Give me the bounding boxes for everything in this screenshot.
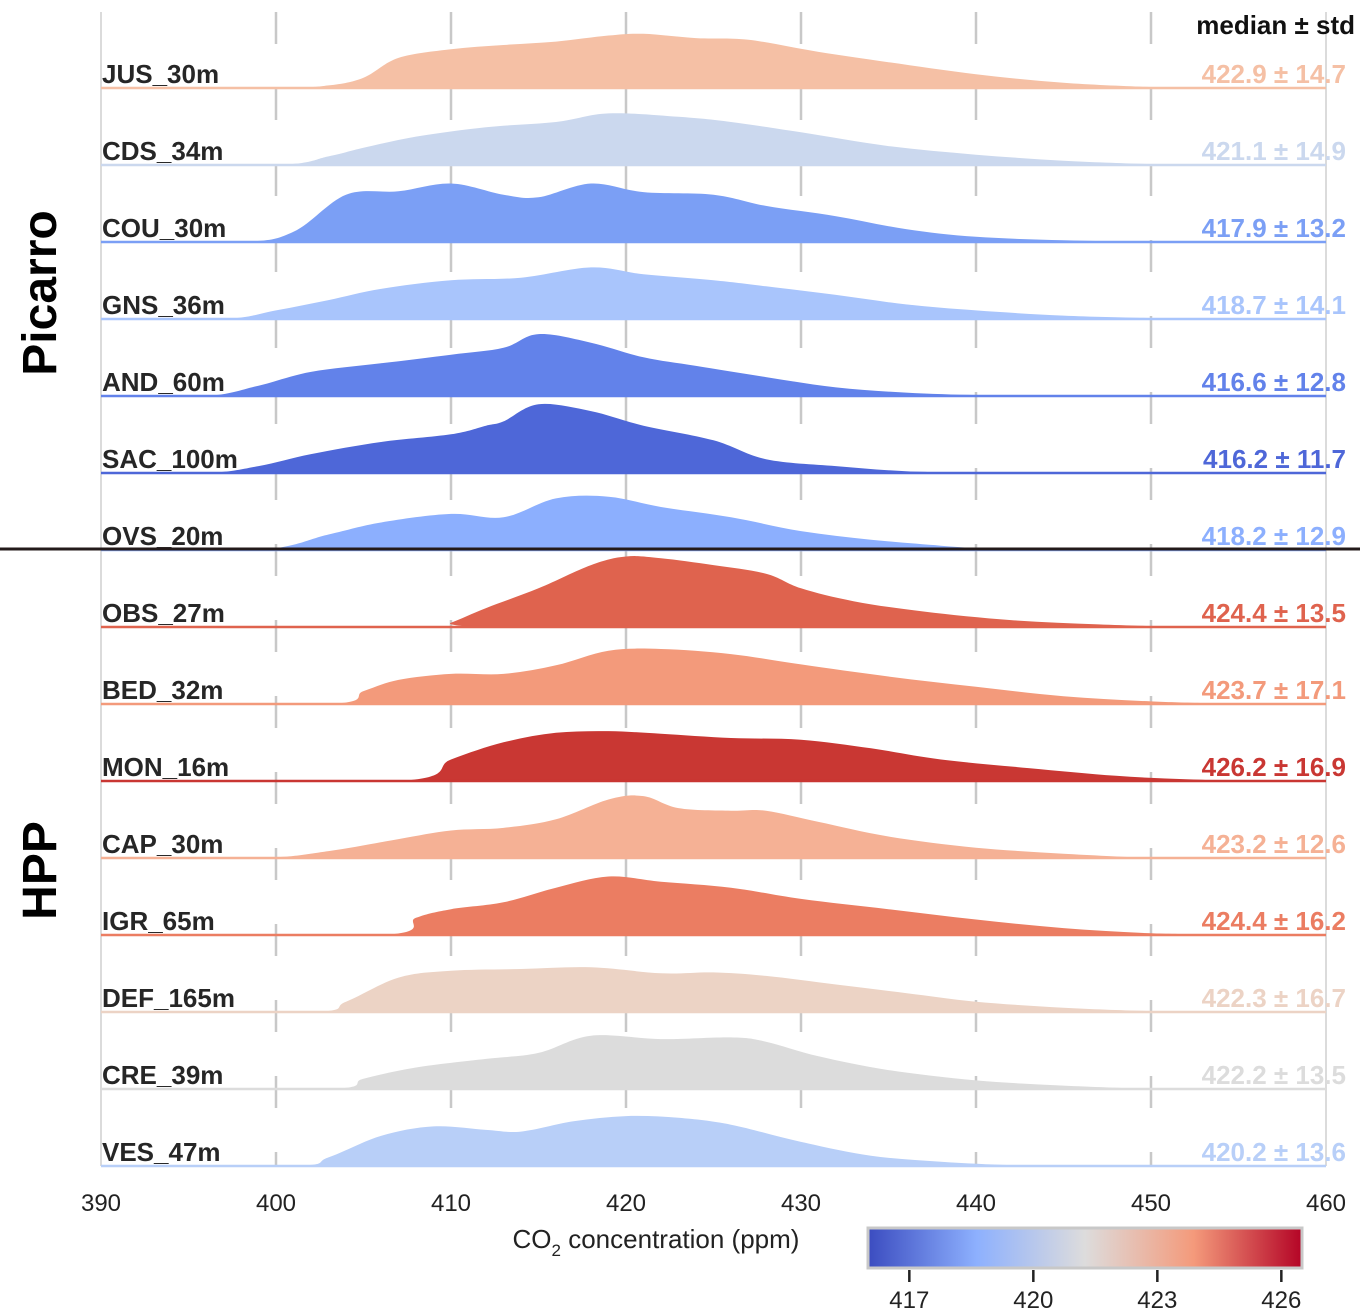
x-tick-label: 390 [81, 1190, 121, 1217]
site-label: IGR_65m [102, 906, 215, 936]
ridge-IGR_65m [101, 876, 1326, 935]
colorbar-tick-label: 426 [1261, 1287, 1301, 1314]
stat-label: 418.7 ± 14.1 [1202, 290, 1346, 320]
ridge-layer [101, 33, 1326, 1168]
stat-label: 422.9 ± 14.7 [1202, 59, 1346, 89]
stat-label: 423.2 ± 12.6 [1202, 829, 1346, 859]
site-label: JUS_30m [102, 59, 219, 89]
ridge-CRE_39m [101, 1035, 1326, 1089]
ridge-DEF_165m [101, 967, 1326, 1012]
ridge-MON_16m [101, 731, 1326, 781]
stat-label: 424.4 ± 13.5 [1202, 598, 1346, 628]
stat-label: 417.9 ± 13.2 [1202, 213, 1346, 243]
stat-label: 422.2 ± 13.5 [1202, 1060, 1346, 1090]
site-label: CAP_30m [102, 829, 223, 859]
x-tick-label: 410 [431, 1190, 471, 1217]
ridge-CDS_34m [101, 113, 1326, 165]
site-label: COU_30m [102, 213, 226, 243]
site-label: OVS_20m [102, 521, 223, 551]
stat-label: 423.7 ± 17.1 [1202, 675, 1346, 705]
stat-label: 420.2 ± 13.6 [1202, 1137, 1346, 1167]
site-label: SAC_100m [102, 444, 238, 474]
stat-header: median ± std [1196, 10, 1355, 40]
group-label-HPP: HPP [14, 821, 67, 920]
grid-layer [100, 12, 1327, 1166]
colorbar-gradient [866, 1226, 1304, 1270]
site-label: AND_60m [102, 367, 225, 397]
x-tick-label: 400 [256, 1190, 296, 1217]
ridge-VES_47m [101, 1115, 1326, 1166]
stat-label: 422.3 ± 16.7 [1202, 983, 1346, 1013]
stat-label: 421.1 ± 14.9 [1202, 136, 1346, 166]
ridge-CAP_30m [101, 795, 1326, 858]
ridge-AND_60m [101, 334, 1326, 396]
stat-label: 426.2 ± 16.9 [1202, 752, 1346, 782]
label-layer: JUS_30m 422.9 ± 14.7 CDS_34m 421.1 ± 14.9 CO… [102, 59, 1346, 1167]
site-label: OBS_27m [102, 598, 225, 628]
stat-label: 424.4 ± 16.2 [1202, 906, 1346, 936]
ridge-JUS_30m [101, 33, 1326, 88]
colorbar-tick-label: 423 [1137, 1287, 1177, 1314]
colorbar-tick-label: 417 [889, 1287, 929, 1314]
group-label-Picarro: Picarro [14, 210, 67, 375]
ridge-OBS_27m [101, 556, 1326, 627]
x-tick-label: 440 [956, 1190, 996, 1217]
x-tick-label: 460 [1306, 1190, 1346, 1217]
colorbar-tick-label: 420 [1013, 1287, 1053, 1314]
group-layer: Picarro HPP [14, 210, 67, 920]
x-axis: 390 400 410 420 430 440 450 460 [81, 1190, 1346, 1217]
site-label: GNS_36m [102, 290, 225, 320]
ridge-SAC_100m [101, 403, 1326, 473]
stat-label: 416.2 ± 11.7 [1203, 444, 1346, 474]
stat-label: 418.2 ± 12.9 [1202, 521, 1346, 551]
site-label: BED_32m [102, 675, 223, 705]
ridge-GNS_36m [101, 267, 1326, 319]
ridge-COU_30m [101, 183, 1326, 242]
site-label: DEF_165m [102, 983, 235, 1013]
site-label: CDS_34m [102, 136, 223, 166]
site-label: MON_16m [102, 752, 229, 782]
site-label: VES_47m [102, 1137, 221, 1167]
x-axis-label: CO2 concentration (ppm) [513, 1224, 800, 1260]
ridge-BED_32m [101, 648, 1326, 704]
x-tick-label: 430 [781, 1190, 821, 1217]
x-tick-label: 420 [606, 1190, 646, 1217]
site-label: CRE_39m [102, 1060, 223, 1090]
colorbar: 417 420 423 426 [866, 1226, 1304, 1314]
x-tick-label: 450 [1131, 1190, 1171, 1217]
ridge-OVS_20m [101, 495, 1326, 550]
stat-label: 416.6 ± 12.8 [1202, 367, 1346, 397]
